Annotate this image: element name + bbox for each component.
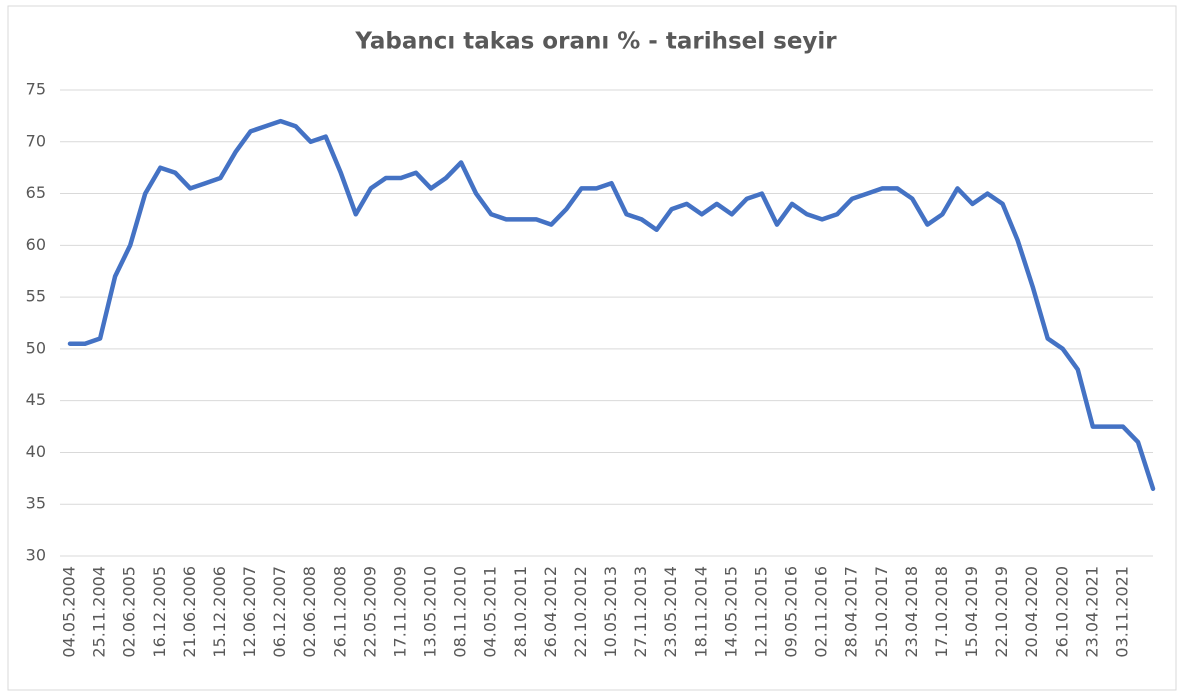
y-tick-label: 75 <box>26 80 46 99</box>
x-tick-label: 16.12.2005 <box>150 566 169 658</box>
x-tick-label: 23.04.2021 <box>1082 566 1101 658</box>
x-tick-label: 22.10.2019 <box>992 566 1011 658</box>
chart-title: Yabancı takas oranı % - tarihsel seyir <box>354 29 837 55</box>
x-tick-label: 12.11.2015 <box>751 566 770 658</box>
x-tick-label: 20.04.2020 <box>1022 566 1041 658</box>
x-tick-label: 26.11.2008 <box>330 566 349 658</box>
y-tick-label: 65 <box>26 183 46 202</box>
y-tick-label: 50 <box>26 338 46 357</box>
x-tick-label: 18.11.2014 <box>691 566 710 658</box>
x-tick-label: 09.05.2016 <box>782 566 801 658</box>
x-tick-label: 15.12.2006 <box>210 566 229 658</box>
x-tick-label: 02.06.2008 <box>300 566 319 658</box>
x-tick-label: 15.04.2019 <box>962 566 981 658</box>
x-tick-label: 17.10.2018 <box>932 566 951 658</box>
x-tick-label: 12.06.2007 <box>240 566 259 658</box>
x-tick-label: 27.11.2013 <box>631 566 650 658</box>
y-tick-label: 40 <box>26 442 46 461</box>
x-tick-label: 06.12.2007 <box>270 566 289 658</box>
x-tick-label: 26.10.2020 <box>1052 566 1071 658</box>
x-tick-label: 02.06.2005 <box>120 566 139 658</box>
x-tick-label: 21.06.2006 <box>180 566 199 658</box>
y-tick-label: 45 <box>26 390 46 409</box>
x-tick-label: 04.05.2011 <box>481 566 500 658</box>
x-tick-label: 22.05.2009 <box>360 566 379 658</box>
x-tick-label: 22.10.2012 <box>571 566 590 658</box>
y-tick-label: 35 <box>26 494 46 513</box>
line <box>67 118 1156 491</box>
x-tick-label: 02.11.2016 <box>812 566 831 658</box>
chart-border <box>7 5 1177 691</box>
x-tick-label: 25.10.2017 <box>872 566 891 658</box>
x-tick-label: 28.04.2017 <box>842 566 861 658</box>
x-tick-label: 13.05.2010 <box>421 566 440 658</box>
x-tick-label: 28.10.2011 <box>511 566 530 658</box>
x-tick-label: 03.11.2021 <box>1112 566 1131 658</box>
x-tick-label: 25.11.2004 <box>90 566 109 658</box>
x-tick-label: 23.05.2014 <box>661 566 680 658</box>
x-tick-label: 14.05.2015 <box>721 566 740 658</box>
x-tick-label: 26.04.2012 <box>541 566 560 658</box>
y-tick-label: 30 <box>26 546 46 565</box>
x-tick-label: 23.04.2018 <box>902 566 921 658</box>
y-tick-label: 55 <box>26 287 46 306</box>
y-tick-label: 70 <box>26 131 46 150</box>
x-tick-label: 17.11.2009 <box>390 566 409 658</box>
x-tick-label: 04.05.2004 <box>60 566 79 658</box>
x-tick-label: 10.05.2013 <box>601 566 620 658</box>
y-tick-label: 60 <box>26 235 46 254</box>
x-tick-label: 08.11.2010 <box>451 566 470 658</box>
